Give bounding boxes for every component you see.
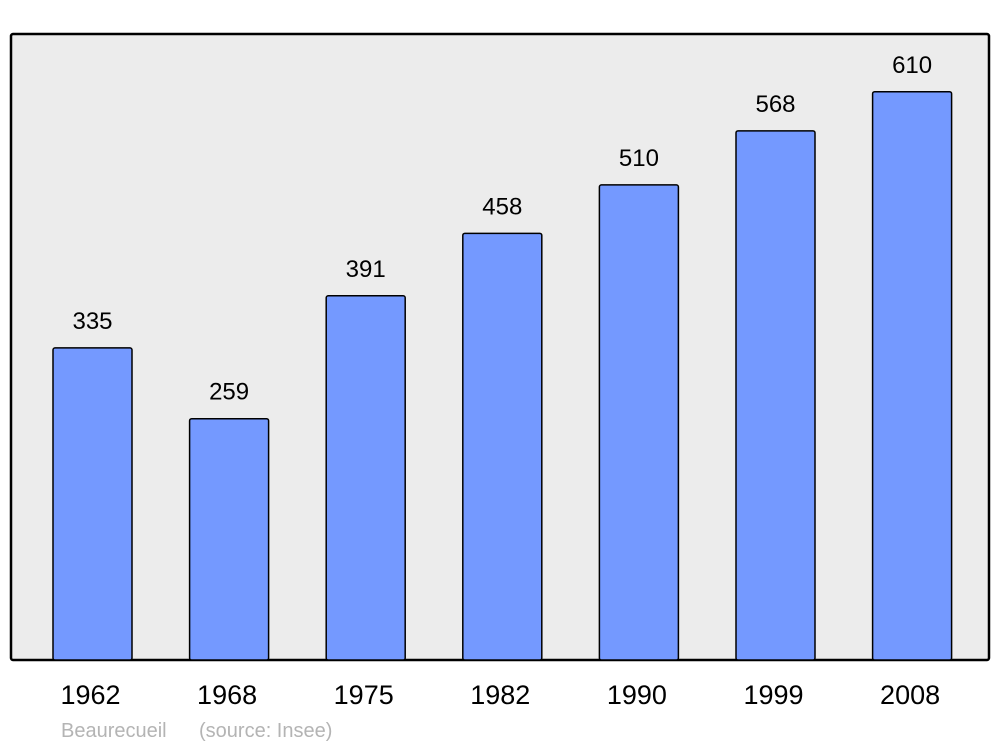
bar-2008 [871,91,953,661]
x-tick-label-2008: 2008 [880,680,940,710]
x-tick-label-1982: 1982 [470,680,530,710]
bar-1975 [325,295,406,661]
x-tick-label-1999: 1999 [743,680,803,710]
value-label-1968: 259 [209,379,249,406]
bar-1999 [735,130,816,661]
bar-1962 [52,347,133,661]
value-label-1975: 391 [346,256,386,283]
bar-1968 [188,417,270,661]
x-tick-label-1975: 1975 [334,680,394,710]
x-tick-label-1968: 1968 [197,680,257,710]
value-label-1982: 458 [482,193,522,220]
value-label-1990: 510 [619,145,659,172]
footer-place: Beaurecueil [61,720,167,742]
value-label-1999: 568 [755,91,795,118]
bar-1990 [598,184,680,661]
value-label-1962: 335 [72,308,112,335]
x-tick-label-1962: 1962 [60,680,120,710]
value-label-2008: 610 [892,52,932,79]
x-tick-label-1990: 1990 [607,680,667,710]
footer-source: (source: Insee) [199,720,332,742]
bar-1982 [462,232,543,661]
